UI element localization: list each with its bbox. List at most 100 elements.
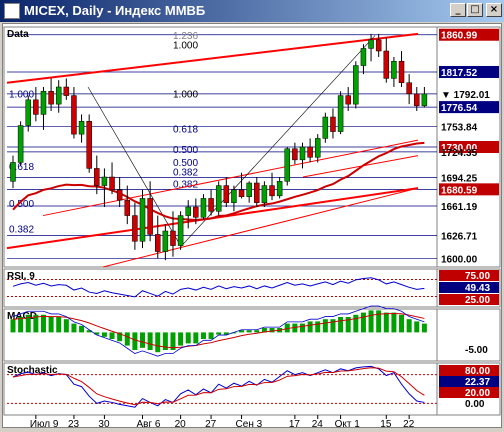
macd-bar[interactable] [86,330,92,333]
candle-body[interactable] [375,39,382,52]
macd-bar[interactable] [231,332,237,334]
candle-body[interactable] [147,198,153,235]
chart-area[interactable]: 1860.99 1817.52 ▼ 1792.01 1776.54 1753.84 173… [2,23,502,430]
candle-body[interactable] [398,61,405,83]
macd-bar[interactable] [383,312,389,333]
macd-bar[interactable] [48,317,54,333]
macd-bar[interactable] [261,328,267,333]
window-titlebar[interactable]: MICEX, Daily - Индекс ММВБ _ □ × [0,0,504,22]
candle-body[interactable] [193,206,199,218]
macd-bar[interactable] [376,310,382,333]
macd-bar[interactable] [200,332,206,339]
macd-bar[interactable] [223,332,229,335]
macd-bar[interactable] [360,312,366,333]
candle-body[interactable] [246,182,252,197]
macd-bar[interactable] [338,317,344,333]
macd-bar[interactable] [155,332,161,353]
macd-bar[interactable] [368,310,374,333]
close-button[interactable]: × [486,3,502,17]
minimize-button[interactable]: _ [450,3,466,17]
candle-body[interactable] [406,82,412,95]
maximize-button[interactable]: □ [467,3,483,17]
rsi-panel[interactable] [3,268,501,308]
macd-bar[interactable] [216,332,222,335]
candle-body[interactable] [40,91,47,115]
macd-bar[interactable] [147,332,153,350]
macd-bar[interactable] [170,332,176,350]
candle-body[interactable] [124,199,131,216]
candle-body[interactable] [360,48,367,66]
macd-bar[interactable] [246,330,252,333]
macd-bar[interactable] [185,332,191,344]
fib-trend-line-down[interactable] [87,86,182,247]
macd-bar[interactable] [345,317,351,333]
candle-body[interactable] [299,146,306,161]
macd-bar[interactable] [406,319,412,333]
candle-body[interactable] [48,91,54,105]
candle-body[interactable] [17,125,24,163]
macd-signal-line[interactable] [12,312,425,349]
candle-body[interactable] [116,189,123,201]
macd-bar[interactable] [10,319,16,333]
macd-bar[interactable] [322,319,328,333]
candle-body[interactable] [33,99,39,115]
stoch-k-line[interactable] [12,365,425,408]
candle-body[interactable] [170,230,176,246]
candle-body[interactable] [391,61,397,79]
macd-bar[interactable] [399,314,405,333]
candle-body[interactable] [322,116,329,139]
macd-bar[interactable] [63,319,69,333]
moving-average-line[interactable] [12,141,425,221]
candle-body[interactable] [71,95,77,135]
macd-bar[interactable] [353,314,359,333]
macd-bar[interactable] [239,330,245,333]
macd-line[interactable] [12,305,425,357]
candle-body[interactable] [261,185,268,203]
candle-body[interactable] [154,234,161,252]
candle-body[interactable] [139,198,146,242]
macd-bar[interactable] [79,325,85,333]
macd-bar[interactable] [140,332,146,348]
macd-bar[interactable] [101,332,107,337]
macd-bar[interactable] [18,317,24,333]
mid-channel-line-1[interactable] [42,139,419,217]
candle-body[interactable] [86,121,92,169]
candle-body[interactable] [276,181,283,197]
candle-body[interactable] [337,95,344,132]
candle-body[interactable] [101,176,108,186]
macd-bar[interactable] [56,317,62,333]
macd-bar[interactable] [71,323,77,333]
macd-bar[interactable] [117,332,123,342]
rsi-line[interactable] [12,277,425,298]
macd-bar[interactable] [132,332,138,350]
stoch-d-line[interactable] [12,367,425,406]
macd-panel[interactable] [3,308,501,362]
candle-body[interactable] [55,86,62,105]
candle-body[interactable] [345,95,351,105]
candle-body[interactable] [78,121,85,135]
candle-body[interactable] [10,162,16,182]
candle-body[interactable] [307,146,313,158]
candle-body[interactable] [177,215,184,246]
candle-body[interactable] [94,168,100,186]
candle-body[interactable] [132,215,138,242]
candle-body[interactable] [421,93,428,107]
candle-body[interactable] [63,86,70,96]
macd-bar[interactable] [40,314,46,333]
candle-body[interactable] [200,198,207,218]
macd-bar[interactable] [178,332,184,346]
candle-body[interactable] [208,198,214,212]
macd-bar[interactable] [208,332,214,339]
candle-body[interactable] [383,50,390,79]
macd-bar[interactable] [269,328,275,333]
candle-body[interactable] [314,138,321,158]
candle-body[interactable] [269,185,275,197]
candle-body[interactable] [353,65,359,105]
macd-bar[interactable] [315,321,321,333]
candle-body[interactable] [284,148,291,182]
macd-bar[interactable] [193,332,199,344]
candle-body[interactable] [330,116,336,132]
macd-bar[interactable] [94,332,100,335]
macd-bar[interactable] [391,312,397,333]
macd-bar[interactable] [109,332,115,339]
